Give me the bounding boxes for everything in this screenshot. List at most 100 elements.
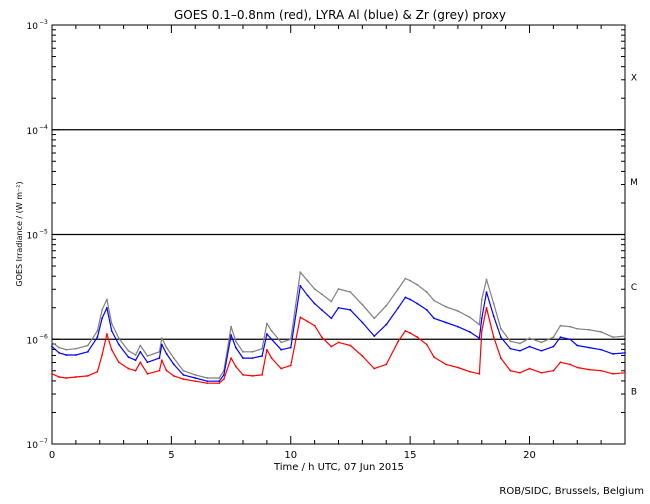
x-tick-label-3: 15 xyxy=(404,450,417,461)
series-0-point xyxy=(265,348,268,351)
series-0-point xyxy=(194,380,197,383)
x-tick-label-1: 5 xyxy=(168,450,174,461)
series-2-point xyxy=(306,279,309,282)
series-2-point xyxy=(165,346,168,349)
series-1-point xyxy=(280,348,283,351)
series-0-point xyxy=(409,332,412,334)
series-0-point xyxy=(230,357,232,360)
series-1-point xyxy=(416,302,419,305)
series-2-point xyxy=(361,303,364,306)
series-0-point xyxy=(330,345,333,348)
series-1-point xyxy=(223,373,225,376)
series-2-point xyxy=(206,377,209,379)
series-2-point xyxy=(468,316,471,319)
x-axis: 0 5 10 15 20 xyxy=(49,25,626,461)
series-0-point xyxy=(117,361,120,364)
series-0-point xyxy=(416,336,419,339)
series-1-point xyxy=(172,363,175,366)
series-1-point xyxy=(230,334,232,336)
series-1-point xyxy=(425,309,428,311)
series-1-point xyxy=(569,338,571,341)
series-2-point xyxy=(160,337,163,340)
series-0-point xyxy=(110,348,113,351)
series-0-point xyxy=(385,363,388,366)
series-2-point xyxy=(425,291,428,294)
x-axis-label: Time / h UTC, 07 Jun 2015 xyxy=(273,462,404,473)
series-0-point xyxy=(158,369,161,372)
series-0-point xyxy=(280,367,283,370)
series-0-point xyxy=(499,357,502,360)
series-1-point xyxy=(106,306,108,309)
series-2-point xyxy=(499,327,502,330)
flare-class-b: B xyxy=(631,388,637,398)
series-2-point xyxy=(234,340,237,343)
series-2-point xyxy=(51,341,53,344)
series-0-point xyxy=(468,370,471,373)
series-2-point xyxy=(86,344,89,347)
series-0-point xyxy=(251,375,254,377)
series-0-point xyxy=(492,336,495,339)
series-2-point xyxy=(445,305,447,308)
y-tick-exponent-1: −6 xyxy=(39,333,48,340)
x-tick-label-2: 10 xyxy=(284,450,297,461)
series-1-point xyxy=(51,345,53,348)
series-0-point xyxy=(160,359,163,362)
series-0-point xyxy=(134,369,137,372)
series-1-point xyxy=(218,380,221,383)
y-tick-exponent-0: −7 xyxy=(39,438,48,445)
series-1-point xyxy=(552,345,555,348)
series-1-point xyxy=(588,346,591,349)
series-1-point xyxy=(480,317,483,320)
series-2-point xyxy=(552,336,555,339)
series-2-point xyxy=(624,335,626,338)
flare-class-labels: X M C B xyxy=(630,73,638,397)
series-2-point xyxy=(612,336,614,339)
series-line-1 xyxy=(51,285,626,382)
series-0-point xyxy=(242,373,244,376)
series-2-point xyxy=(485,278,488,281)
series-0-point xyxy=(397,340,400,343)
series-0-point xyxy=(349,344,352,347)
series-2-point xyxy=(194,373,197,376)
series-2-point xyxy=(134,354,137,356)
series-1-point xyxy=(127,356,130,358)
series-2-point xyxy=(218,377,221,379)
series-2-point xyxy=(349,291,352,294)
series-1-point xyxy=(612,353,614,355)
flare-class-m: M xyxy=(630,178,638,188)
series-0-point xyxy=(101,354,104,356)
series-1-point xyxy=(409,298,412,301)
series-1-point xyxy=(206,380,209,383)
series-2-point xyxy=(373,317,376,320)
series-0-point xyxy=(485,306,488,309)
series-1-point xyxy=(559,336,562,339)
series-2-point xyxy=(320,293,323,296)
series-1-point xyxy=(86,350,89,353)
series-1-point xyxy=(65,354,68,356)
series-2-point xyxy=(588,328,591,331)
plot-area xyxy=(51,24,626,445)
series-2-point xyxy=(251,350,254,353)
series-0-point xyxy=(569,363,571,366)
series-1-point xyxy=(624,351,626,354)
series-2-point xyxy=(65,348,68,351)
series-1-point xyxy=(349,309,352,311)
series-2-point xyxy=(576,327,579,330)
series-1-point xyxy=(74,354,77,356)
series-2-point xyxy=(404,277,407,280)
series-0-point xyxy=(146,372,149,375)
y-tick-label-1: 10 xyxy=(27,336,39,346)
series-1-point xyxy=(110,329,113,332)
series-1-point xyxy=(445,321,447,324)
series-2-point xyxy=(261,347,263,350)
series-2-point xyxy=(492,302,495,305)
series-0-point xyxy=(313,324,316,327)
series-2-point xyxy=(478,323,481,326)
series-0-point xyxy=(433,356,435,358)
series-0-point xyxy=(559,361,562,364)
series-1-point xyxy=(58,351,61,354)
series-1-point xyxy=(194,377,197,379)
series-1-point xyxy=(158,357,161,360)
y-tick-exponent-4: −3 xyxy=(39,19,48,26)
series-1-point xyxy=(373,335,376,338)
